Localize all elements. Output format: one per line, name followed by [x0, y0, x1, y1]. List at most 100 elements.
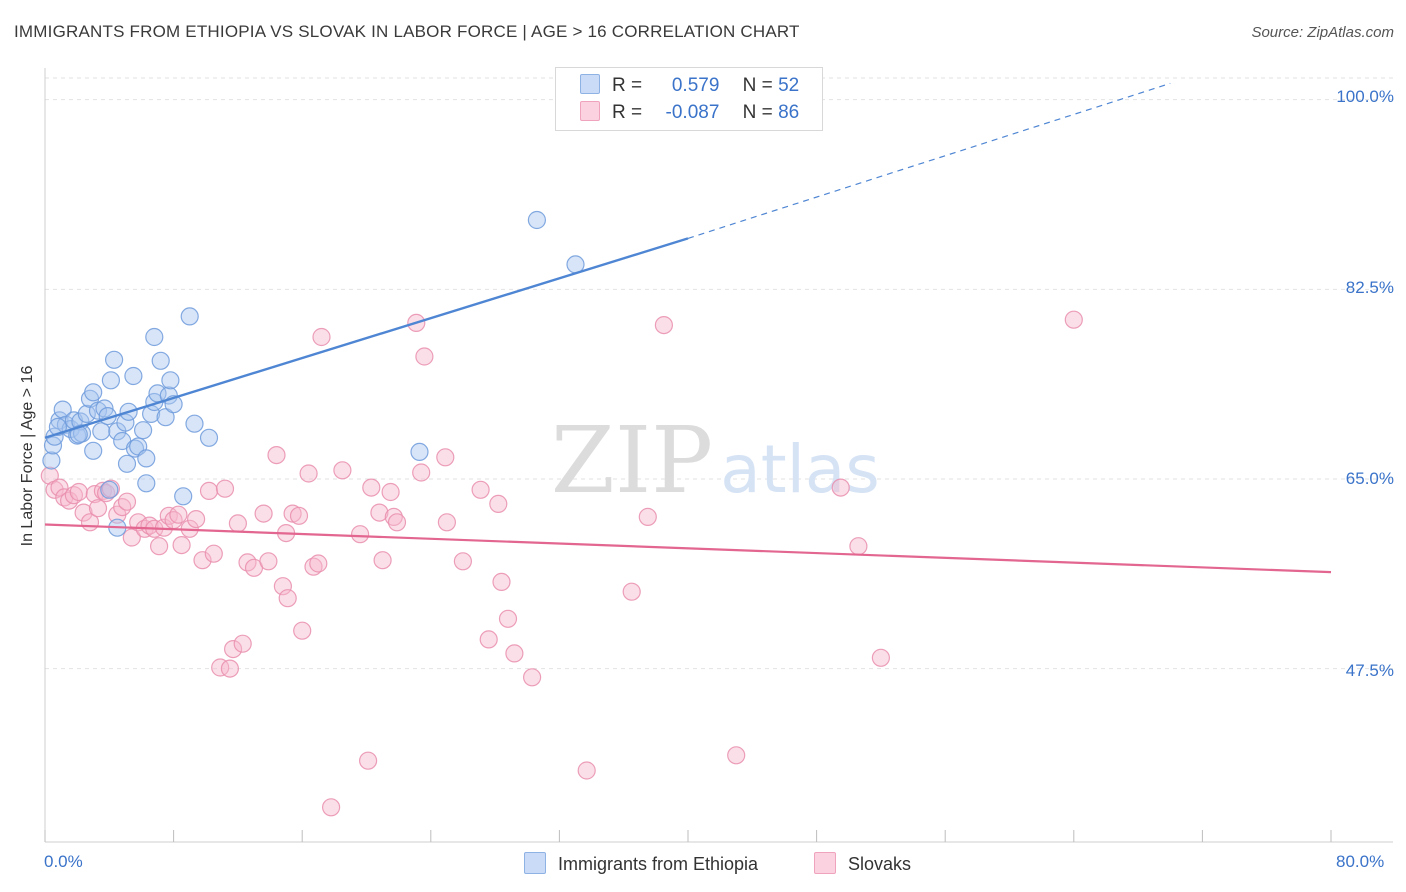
- slovaks-point-60: [381, 482, 400, 502]
- slovaks-point-78: [727, 746, 746, 765]
- ethiopia-point-51: [69, 425, 88, 444]
- legend-swatch-ethiopia: [580, 74, 600, 94]
- ethiopia-point-20: [104, 350, 124, 369]
- watermark-zip: ZIP: [551, 407, 713, 514]
- slovaks-point-76: [622, 582, 641, 601]
- ethiopia-point-0: [42, 451, 61, 470]
- slovaks-point-55: [351, 525, 370, 544]
- slovaks-point-81: [871, 648, 891, 667]
- slovaks-point-17: [122, 528, 141, 547]
- slovaks-point-34: [215, 479, 235, 498]
- slovaks-point-65: [415, 347, 434, 366]
- slovaks-point-64: [412, 463, 431, 482]
- slovaks-point-5: [64, 486, 84, 505]
- slovaks-point-31: [199, 481, 219, 500]
- ethiopia-point-13: [84, 383, 103, 402]
- slovaks-point-79: [831, 478, 850, 497]
- slovaks-point-82: [1064, 310, 1083, 329]
- series-name-slovaks: Slovaks: [848, 854, 912, 874]
- ethiopia-trend-extension: [687, 82, 1171, 239]
- slovaks-point-44: [273, 577, 292, 596]
- slovaks-point-69: [479, 630, 498, 649]
- trend-lines: [44, 82, 1332, 574]
- ethiopia-point-24: [117, 454, 137, 473]
- legend-n-label: N =: [742, 102, 773, 123]
- slovaks-point-51: [309, 554, 328, 573]
- ethiopia-trend-line: [44, 237, 689, 439]
- ethiopia-point-19: [101, 371, 121, 390]
- ethiopia-point-44: [199, 428, 219, 447]
- slovaks-point-48: [293, 621, 312, 640]
- slovaks-point-26: [169, 505, 188, 524]
- slovaks-point-47: [289, 506, 309, 525]
- slovaks-point-7: [74, 503, 93, 522]
- ethiopia-points: [42, 210, 585, 537]
- slovaks-point-45: [278, 589, 297, 608]
- ethiopia-point-43: [185, 414, 204, 433]
- slovaks-point-43: [267, 446, 286, 465]
- slovaks-point-33: [211, 658, 230, 677]
- legend-row-slovaks: R = -0.087 N = 86: [580, 101, 799, 127]
- slovaks-point-15: [113, 498, 132, 517]
- ethiopia-point-49: [100, 480, 119, 499]
- legend-n-label: N =: [742, 75, 773, 96]
- ethiopia-point-31: [137, 474, 156, 493]
- legend-r-label: R =: [612, 102, 643, 123]
- slovaks-trend-line: [44, 523, 1332, 574]
- slovaks-point-27: [172, 535, 191, 555]
- ethiopia-point-46: [527, 210, 547, 230]
- x-tick-label-max: 80.0%: [1336, 852, 1385, 871]
- ethiopia-point-29: [134, 421, 153, 440]
- slovaks-point-32: [204, 544, 223, 563]
- series-name-ethiopia: Immigrants from Ethiopia: [558, 854, 759, 874]
- x-tick-label-min: 0.0%: [44, 852, 83, 871]
- ethiopia-point-26: [124, 366, 143, 386]
- slovaks-point-29: [187, 509, 206, 529]
- slovaks-point-22: [150, 537, 169, 556]
- legend-n-value: 52: [778, 75, 800, 96]
- slovaks-point-57: [362, 478, 381, 497]
- slovaks-point-85: [437, 513, 456, 532]
- slovaks-point-62: [387, 513, 407, 532]
- slovaks-point-58: [370, 503, 389, 522]
- slovaks-point-56: [359, 751, 378, 770]
- legend-row-ethiopia: R = 0.579 N = 52: [580, 74, 799, 100]
- slovaks-point-36: [224, 639, 243, 659]
- legend-r-value: -0.087: [665, 102, 720, 123]
- series-swatch-slovaks: [814, 852, 836, 874]
- slovaks-point-30: [193, 551, 212, 570]
- slovaks-point-54: [333, 461, 352, 480]
- legend-n-value: 86: [778, 102, 800, 123]
- slovaks-point-41: [254, 504, 273, 523]
- ethiopia-point-16: [92, 422, 111, 441]
- ethiopia-point-36: [151, 351, 170, 370]
- slovaks-point-50: [304, 557, 323, 576]
- slovaks-point-72: [498, 609, 518, 628]
- ethiopia-point-42: [180, 307, 199, 326]
- axes: [44, 68, 1393, 843]
- ethiopia-point-33: [145, 327, 164, 347]
- slovaks-point-35: [220, 659, 239, 678]
- ethiopia-point-14: [84, 441, 103, 460]
- watermark-atlas: atlas: [720, 431, 880, 508]
- slovaks-point-53: [322, 798, 341, 817]
- ethiopia-point-45: [410, 442, 429, 461]
- ethiopia-point-11: [77, 404, 96, 423]
- ethiopia-point-50: [48, 417, 68, 436]
- series-legend-slovaks: Slovaks: [814, 852, 911, 875]
- ethiopia-point-30: [137, 449, 156, 468]
- slovaks-point-10: [88, 499, 108, 518]
- ethiopia-point-39: [161, 371, 180, 390]
- slovaks-point-66: [436, 448, 455, 467]
- y-axis-label: In Labor Force | Age > 16: [19, 365, 36, 547]
- slovaks-point-80: [849, 537, 868, 556]
- slovaks-point-2: [50, 478, 69, 497]
- ethiopia-point-41: [174, 487, 193, 506]
- y-tick-label-82-5: 82.5%: [1345, 278, 1394, 297]
- slovaks-point-20: [140, 516, 159, 535]
- slovaks-point-77: [654, 316, 674, 335]
- chart-title: IMMIGRANTS FROM ETHIOPIA VS SLOVAK IN LA…: [14, 22, 800, 41]
- zipatlas-watermark: ZIP atlas: [551, 407, 880, 514]
- ethiopia-point-4: [53, 400, 72, 419]
- slovaks-point-71: [492, 572, 511, 592]
